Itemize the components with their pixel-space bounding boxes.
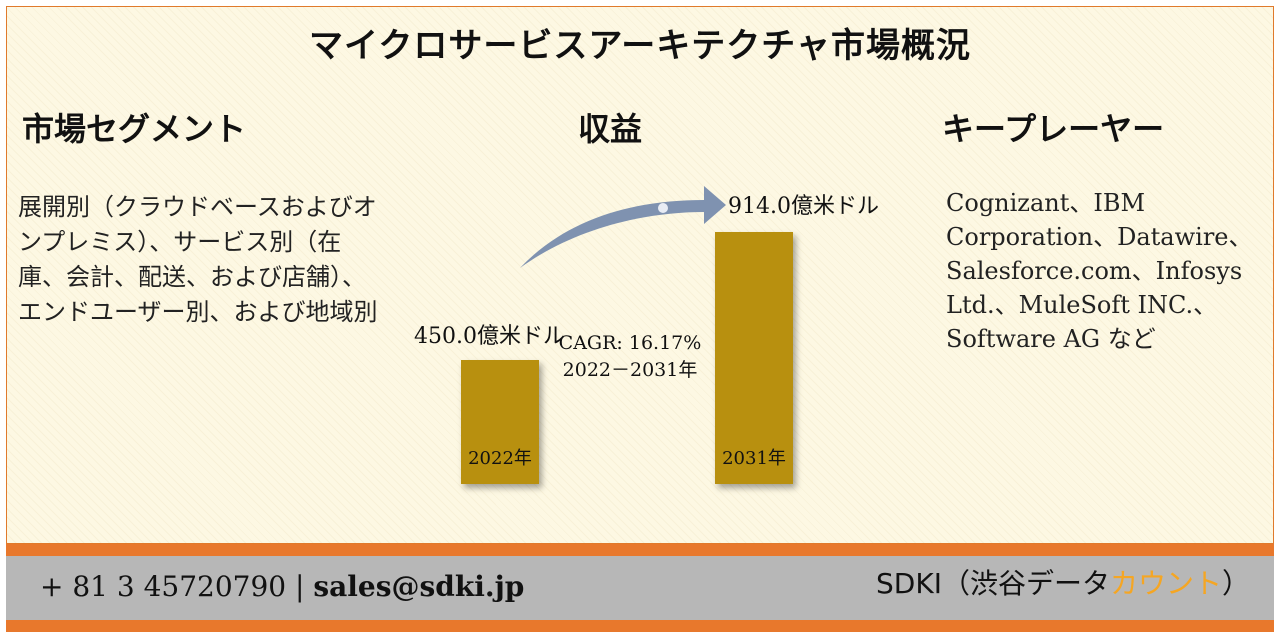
phone-number[interactable]: + 81 3 45720790	[40, 570, 287, 603]
revenue-heading: 収益	[578, 110, 643, 148]
segments-heading: 市場セグメント	[22, 110, 247, 148]
brand-main: SDKI（渋谷データ	[876, 567, 1110, 600]
players-heading: キープレーヤー	[942, 110, 1165, 148]
footer-stripe-top	[6, 544, 1274, 556]
contact-info: + 81 3 45720790 | sales@sdki.jp	[40, 570, 524, 603]
brand-accent: カウント	[1109, 567, 1222, 600]
contact-separator: |	[295, 570, 305, 603]
brand-end: ）	[1221, 567, 1250, 600]
bar-year-label-2022: 2022年	[468, 448, 532, 469]
email-link[interactable]: sales@sdki.jp	[313, 570, 525, 603]
arrow-dot	[658, 203, 668, 213]
footer-bar	[6, 556, 1274, 620]
segments-text: 展開別（クラウドベースおよびオンプレミス）、サービス別（在庫、会計、配送、および…	[18, 193, 378, 326]
page-title: マイクロサービスアーキテクチャ市場概況	[309, 26, 971, 66]
value-label-2022: 450.0億米ドル	[414, 324, 565, 349]
cagr-value: CAGR: 16.17%	[558, 332, 702, 354]
bar-2022: 2022年	[461, 360, 539, 484]
brand-name: SDKI（渋谷データカウント）	[876, 562, 1250, 602]
value-label-2031: 914.0億米ドル	[728, 194, 879, 219]
footer-stripe-bottom	[6, 620, 1274, 632]
bar-year-label-2031: 2031年	[722, 448, 786, 469]
cagr-annotation: CAGR: 16.17% 2022－2031年	[540, 330, 720, 384]
infographic-panel	[6, 6, 1274, 544]
bar-2031: 2031年	[715, 232, 793, 484]
players-text: Cognizant、IBM Corporation、Datawire、Sales…	[946, 189, 1253, 353]
cagr-period: 2022－2031年	[562, 359, 698, 381]
